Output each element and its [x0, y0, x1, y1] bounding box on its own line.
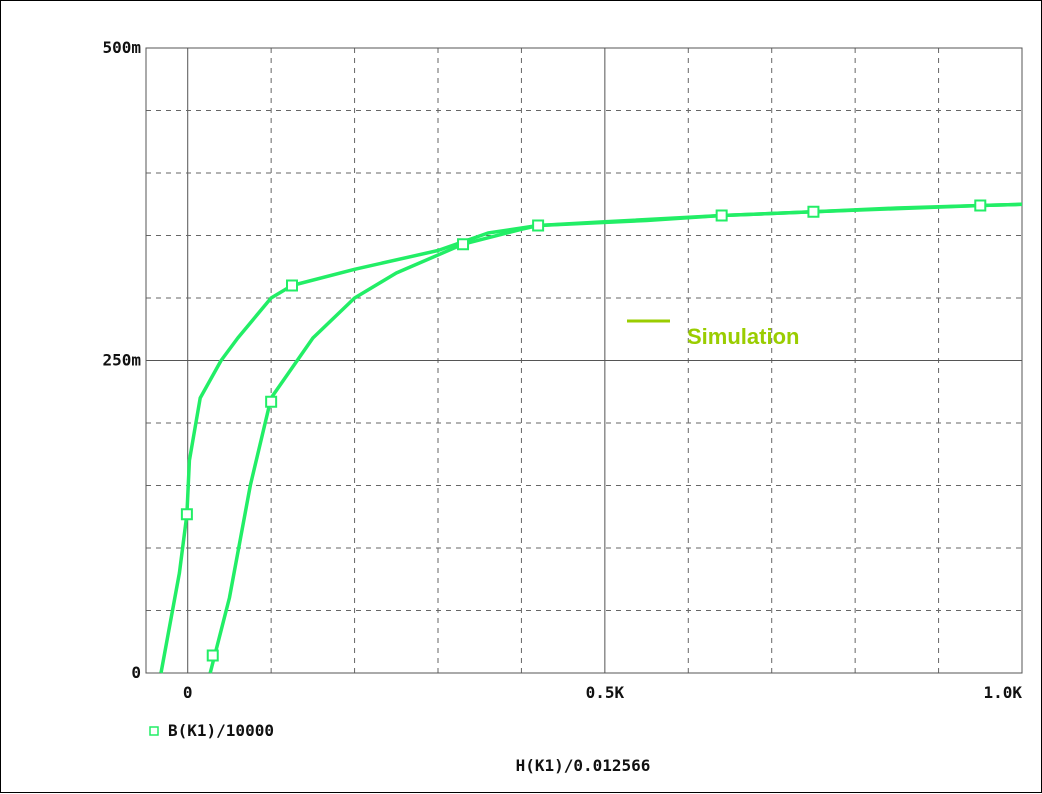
y-tick-label: 250m — [102, 351, 141, 370]
plot-border — [145, 47, 1023, 674]
data-point-marker — [265, 395, 278, 408]
x-tick-label: 1.0K — [983, 683, 1022, 702]
legend-marker — [149, 726, 159, 736]
tick-labels: 0 0.5K 1.0K 0 250m 500m — [102, 38, 1022, 702]
y-tick-label: 500m — [102, 38, 141, 57]
data-point-marker — [532, 219, 545, 232]
data-point-marker — [286, 279, 298, 292]
markers — [180, 199, 987, 662]
legend-label: B(K1)/10000 — [168, 721, 274, 740]
x-tick-label: 0 — [183, 683, 193, 702]
curves — [159, 202, 1023, 674]
x-tick-label: 0.5K — [586, 683, 625, 702]
data-point-marker — [457, 238, 470, 251]
series-line-upper — [159, 202, 1023, 674]
legend: B(K1)/10000 — [149, 721, 274, 740]
data-point-marker — [974, 199, 987, 212]
x-axis-label: H(K1)/0.012566 — [516, 756, 651, 775]
data-point-marker — [206, 649, 219, 662]
data-point-marker — [715, 209, 728, 222]
simulation-annotation: Simulation — [627, 319, 799, 349]
grid — [146, 47, 1023, 673]
data-point-marker — [180, 508, 193, 521]
axes — [145, 47, 1023, 674]
data-point-marker — [807, 205, 820, 218]
annotation-label: Simulation — [687, 324, 799, 349]
y-tick-label: 0 — [131, 663, 141, 682]
